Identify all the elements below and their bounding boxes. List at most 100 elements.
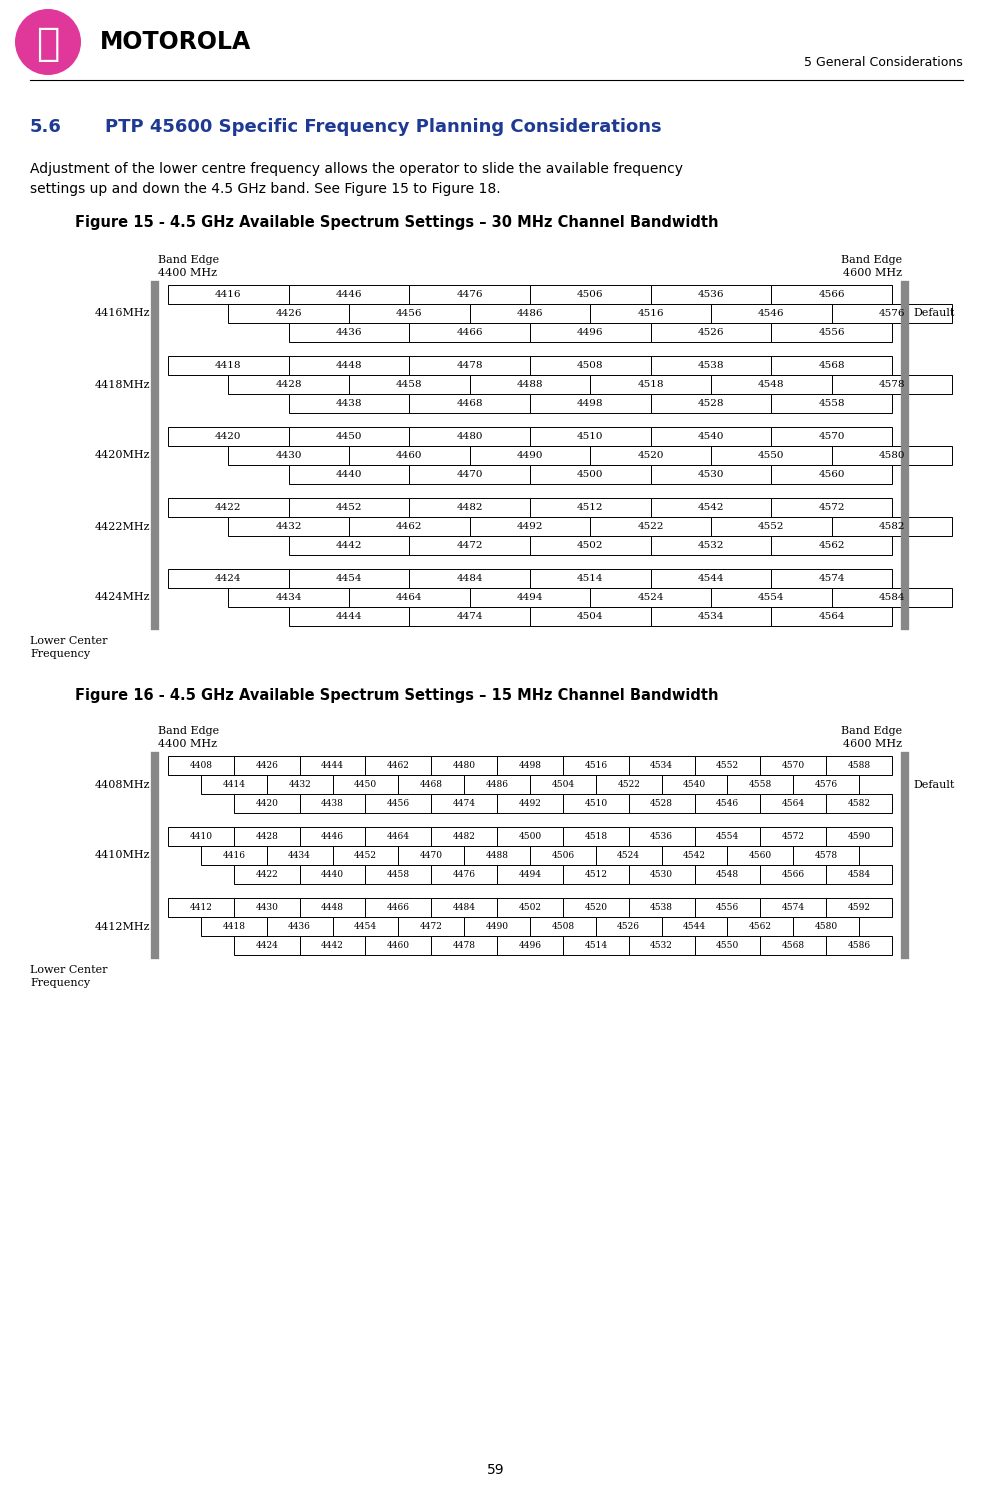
Text: 4584: 4584 xyxy=(879,593,906,602)
Bar xyxy=(289,427,409,447)
Text: 4426: 4426 xyxy=(255,760,278,769)
Bar xyxy=(365,898,431,917)
Text: 4578: 4578 xyxy=(814,852,838,861)
Text: 4424: 4424 xyxy=(255,941,278,950)
Bar xyxy=(470,375,590,394)
Text: 4548: 4548 xyxy=(758,379,784,388)
Text: 4480: 4480 xyxy=(457,432,483,441)
Text: 4576: 4576 xyxy=(879,309,906,318)
Bar xyxy=(650,323,772,342)
Bar xyxy=(563,937,629,955)
Text: Frequency: Frequency xyxy=(30,979,90,988)
Text: 4534: 4534 xyxy=(650,760,673,769)
Text: 4428: 4428 xyxy=(275,379,302,388)
Text: 4422MHz: 4422MHz xyxy=(94,521,150,532)
Bar xyxy=(711,517,832,536)
Bar xyxy=(431,898,497,917)
Text: 4400 MHz: 4400 MHz xyxy=(158,267,217,278)
Text: 4500: 4500 xyxy=(577,471,604,480)
Bar xyxy=(168,569,289,589)
Bar xyxy=(289,607,409,626)
Bar xyxy=(228,447,349,465)
Text: 4496: 4496 xyxy=(577,329,604,338)
Bar xyxy=(409,569,530,589)
Text: 4434: 4434 xyxy=(288,852,311,861)
Bar xyxy=(333,846,398,865)
Text: 4586: 4586 xyxy=(848,941,871,950)
Bar xyxy=(349,447,470,465)
Text: Band Edge: Band Edge xyxy=(158,726,219,737)
Bar xyxy=(530,846,596,865)
Bar xyxy=(629,898,694,917)
Text: 4460: 4460 xyxy=(396,451,423,460)
Bar xyxy=(793,917,859,937)
Bar xyxy=(596,846,661,865)
Bar xyxy=(530,394,650,412)
Text: 5 General Considerations: 5 General Considerations xyxy=(804,55,963,69)
Text: 4572: 4572 xyxy=(818,503,845,512)
Bar xyxy=(365,865,431,884)
Bar xyxy=(650,465,772,484)
Text: 4478: 4478 xyxy=(457,362,483,371)
Bar xyxy=(530,569,650,589)
Text: 4400 MHz: 4400 MHz xyxy=(158,740,217,748)
Bar xyxy=(497,898,563,917)
Bar xyxy=(289,465,409,484)
Text: 4542: 4542 xyxy=(698,503,724,512)
Bar xyxy=(590,447,711,465)
Bar xyxy=(590,303,711,323)
Text: 4554: 4554 xyxy=(758,593,784,602)
Bar xyxy=(289,285,409,303)
Bar xyxy=(826,793,892,813)
Text: 4428: 4428 xyxy=(255,832,278,841)
Bar xyxy=(365,937,431,955)
Text: 4578: 4578 xyxy=(879,379,906,388)
Bar xyxy=(694,756,761,775)
Bar xyxy=(168,898,233,917)
Text: 4516: 4516 xyxy=(638,309,664,318)
Bar xyxy=(650,356,772,375)
Text: 4568: 4568 xyxy=(781,941,805,950)
Text: 4454: 4454 xyxy=(336,574,362,583)
Text: 4520: 4520 xyxy=(638,451,664,460)
Text: PTP 45600 Specific Frequency Planning Considerations: PTP 45600 Specific Frequency Planning Co… xyxy=(105,118,661,136)
Text: 4564: 4564 xyxy=(818,613,845,622)
Bar xyxy=(590,589,711,607)
Text: 4478: 4478 xyxy=(453,941,476,950)
Text: 4530: 4530 xyxy=(650,870,673,878)
Text: 4418MHz: 4418MHz xyxy=(94,379,150,390)
Text: 4472: 4472 xyxy=(457,541,483,550)
Text: 4576: 4576 xyxy=(814,780,838,789)
Bar xyxy=(431,756,497,775)
Text: 4474: 4474 xyxy=(453,799,476,808)
Text: 4550: 4550 xyxy=(758,451,784,460)
Text: 4434: 4434 xyxy=(275,593,302,602)
Text: 4440: 4440 xyxy=(336,471,362,480)
Bar xyxy=(772,356,892,375)
Bar xyxy=(300,865,365,884)
Bar xyxy=(201,917,267,937)
Bar xyxy=(431,937,497,955)
Text: 4554: 4554 xyxy=(716,832,739,841)
Bar xyxy=(728,775,793,793)
Text: 4506: 4506 xyxy=(577,290,604,299)
Text: 4530: 4530 xyxy=(698,471,724,480)
Text: 4430: 4430 xyxy=(255,902,278,911)
Text: 4504: 4504 xyxy=(577,613,604,622)
Text: 4570: 4570 xyxy=(781,760,805,769)
Bar xyxy=(530,917,596,937)
Text: 4494: 4494 xyxy=(516,593,543,602)
Text: 4582: 4582 xyxy=(879,521,906,530)
Text: 4412MHz: 4412MHz xyxy=(94,922,150,931)
Bar xyxy=(398,846,464,865)
Bar xyxy=(694,898,761,917)
Text: Figure 16 - 4.5 GHz Available Spectrum Settings – 15 MHz Channel Bandwidth: Figure 16 - 4.5 GHz Available Spectrum S… xyxy=(75,689,719,704)
Bar xyxy=(826,865,892,884)
Text: 4566: 4566 xyxy=(781,870,805,878)
Bar xyxy=(289,356,409,375)
Text: 4582: 4582 xyxy=(848,799,871,808)
Text: 4584: 4584 xyxy=(848,870,871,878)
Bar xyxy=(168,828,233,846)
Text: Lower Center: Lower Center xyxy=(30,965,107,976)
Bar xyxy=(228,517,349,536)
